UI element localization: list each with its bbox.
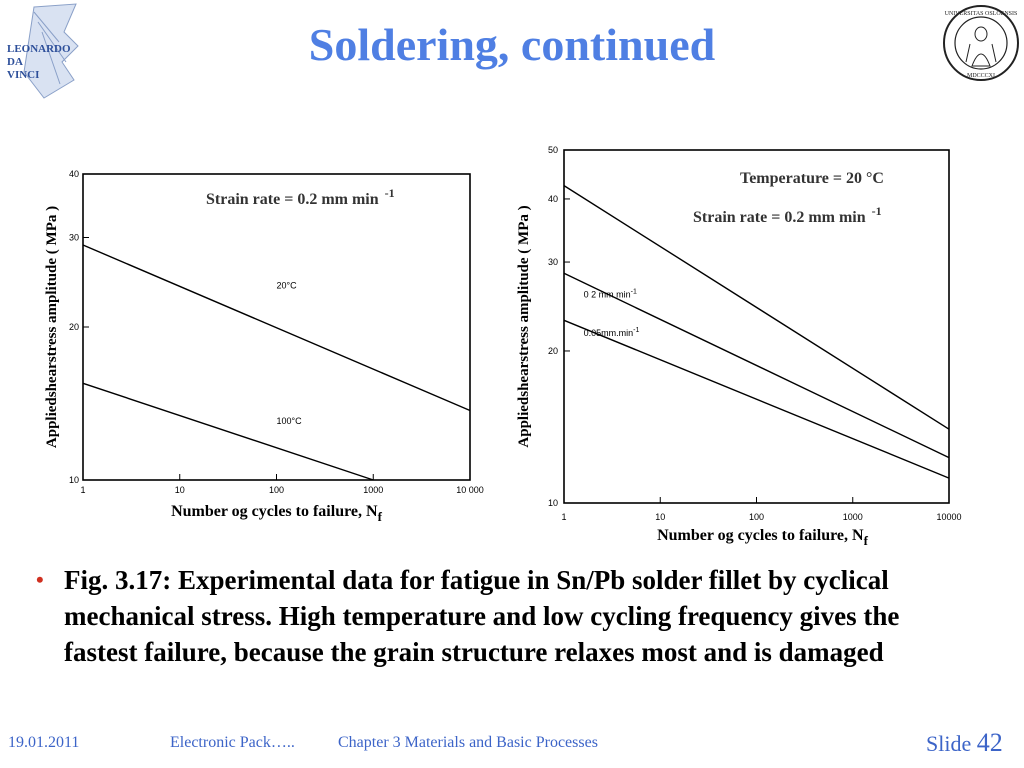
x-tick-label: 10 000 [456,485,484,495]
x-tick-label: 10 [655,512,665,522]
annotation-superscript: -1 [385,186,395,200]
y-tick-label: 20 [548,346,558,356]
annotation-superscript: -1 [872,204,882,218]
series-line [82,382,374,481]
series-line [563,272,950,459]
series-line [82,244,471,412]
svg-text:LEONARDO: LEONARDO [7,43,71,55]
x-axis-label-subscript: f [864,533,869,548]
slide-number-label: Slide [926,731,972,756]
footer-course: Electronic Pack….. [170,734,295,751]
slide-title: Soldering, continued [308,19,716,70]
y-tick-label: 10 [69,475,79,485]
slide-number: Slide 42 [926,728,1003,758]
series-line [563,185,950,430]
plot-frame [563,149,950,504]
x-tick-label: 100 [269,485,284,495]
svg-text:VINCI: VINCI [7,69,39,81]
slide-number-value: 42 [976,728,1003,757]
x-tick-label: 1 [561,512,566,522]
series-line [563,319,950,479]
y-tick-label: 30 [69,233,79,243]
y-tick-label: 50 [548,145,558,155]
fatigue-chart-temperature: 1 10 100 1000 10 0001020304020°C100°CApplied… [44,169,484,524]
y-tick-label: 40 [548,194,558,204]
x-axis-label: Number og cycles to failure, Nf [171,503,382,524]
x-tick-label: 1000 [363,485,383,495]
series-label: 20°C [277,281,298,291]
chart-annotation: Temperature = 20 °C [740,170,884,187]
svg-text:MDCCCXI: MDCCCXI [967,73,995,79]
x-tick-label: 100 [749,512,764,522]
series-label-superscript: -1 [631,289,637,296]
chart-annotation: Strain rate = 0.2 mm min -1 [693,204,882,226]
x-tick-label: 10 [175,485,185,495]
y-tick-label: 20 [69,322,79,332]
x-tick-label: 1 [80,485,85,495]
x-axis-label-subscript: f [378,509,383,524]
y-tick-label: 10 [548,498,558,508]
x-tick-label: 1000 [843,512,863,522]
x-axis-label: Number og cycles to failure, Nf [657,527,868,548]
footer-chapter: Chapter 3 Materials and Basic Processes [338,734,598,751]
figure-caption-text: Fig. 3.17: Experimental data for fatigue… [64,565,900,667]
series-label: 0 2 mm min-1 [584,289,637,300]
footer-date: 19.01.2011 [8,734,80,751]
series-label: 100°C [277,416,303,426]
y-axis-label: Appliedshearstress amplitude ( MPa ) [516,205,532,447]
series-label: 0.05mm.min-1 [584,327,640,338]
bullet-dot-icon: • [36,567,44,592]
svg-text:DA: DA [7,56,23,68]
chart-annotation: Strain rate = 0.2 mm min -1 [206,186,395,208]
svg-text:UNIVERSITAS OSLOENSIS: UNIVERSITAS OSLOENSIS [945,11,1018,17]
university-seal-logo: UNIVERSITAS OSLOENSIS MDCCCXI [943,5,1019,81]
leonardo-da-vinci-logo: LEONARDO DA VINCI [7,3,79,99]
x-tick-label: 10000 [936,512,961,522]
y-tick-label: 30 [548,257,558,267]
y-tick-label: 40 [69,169,79,179]
series-label-superscript: -1 [633,327,639,334]
y-axis-label: Appliedshearstress amplitude ( MPa ) [44,206,60,448]
